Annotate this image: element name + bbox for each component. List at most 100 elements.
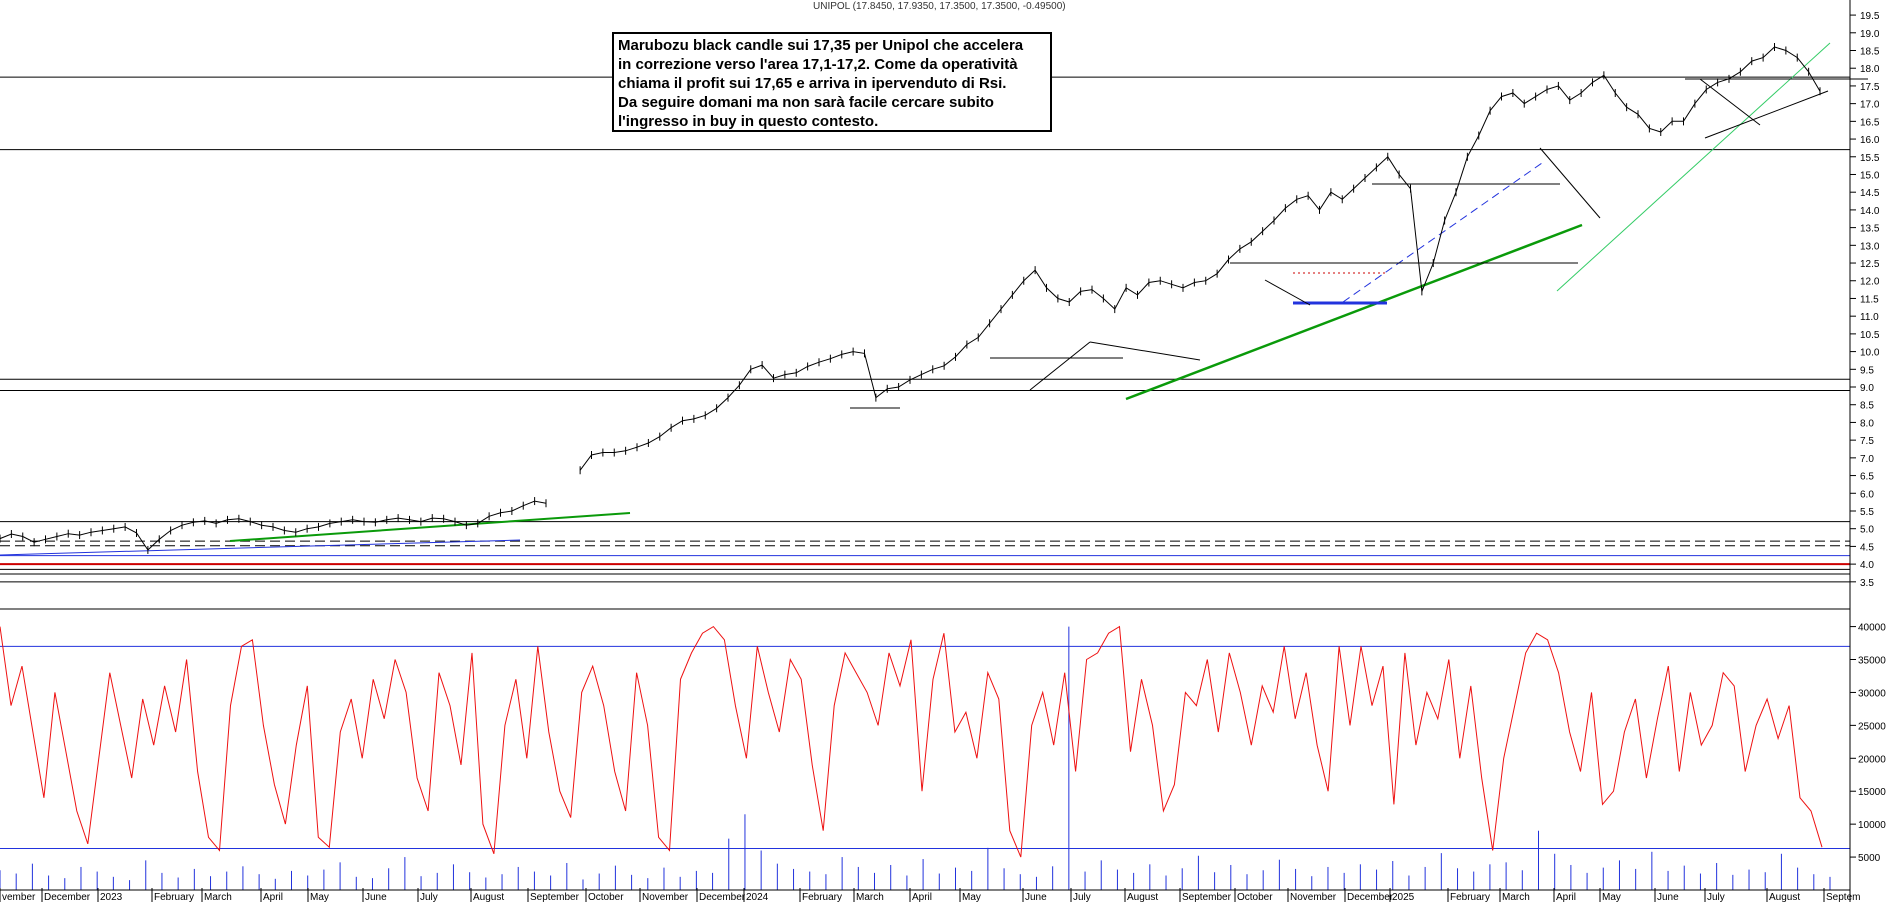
x-tick-label: August xyxy=(1769,892,1800,902)
oscillator-tick-label: 40000 xyxy=(1858,623,1886,634)
price-tick-label: 15.5 xyxy=(1860,153,1880,164)
x-tick-label: September xyxy=(1182,892,1232,902)
price-tick-label: 7.0 xyxy=(1860,454,1874,465)
note-line-1: Marubozu black candle sui 17,35 per Unip… xyxy=(618,37,1024,54)
note-line-3: chiama il profit sui 17,65 e arriva in i… xyxy=(618,75,1007,92)
x-tick-label: February xyxy=(154,892,194,902)
oscillator-tick-label: 35000 xyxy=(1858,656,1886,667)
price-tick-label: 4.5 xyxy=(1860,542,1874,553)
price-tick-label: 8.0 xyxy=(1860,418,1874,429)
blue-dashed-trendline xyxy=(1342,162,1543,303)
oscillator-line xyxy=(0,625,1823,858)
oscillator-tick-label: 25000 xyxy=(1858,721,1886,732)
price-tick-label: 18.0 xyxy=(1860,64,1880,75)
upper-trendline-2025 xyxy=(1704,90,1829,139)
price-tick-label: 6.0 xyxy=(1860,489,1874,500)
x-tick-label: February xyxy=(1450,892,1490,902)
price-tick-label: 10.0 xyxy=(1860,348,1880,359)
x-tick-label: December xyxy=(699,892,746,902)
x-tick-label: November xyxy=(1290,892,1337,902)
x-tick-label: September xyxy=(530,892,580,902)
price-tick-label: 18.5 xyxy=(1860,47,1880,58)
volume-bars xyxy=(0,626,1831,890)
price-tick-label: 13.5 xyxy=(1860,224,1880,235)
x-tick-label: May xyxy=(310,892,329,902)
oscillator-axis: 5000 10000 15000 20000 25000 30000 35000 40000 xyxy=(1850,623,1886,864)
x-tick-label: 2025 xyxy=(1392,892,1415,902)
blue-long-trendline xyxy=(0,539,521,556)
x-tick-label: April xyxy=(1556,892,1576,902)
price-tick-label: 14.0 xyxy=(1860,206,1880,217)
price-tick-label: 17.5 xyxy=(1860,82,1880,93)
price-tick-label: 12.0 xyxy=(1860,277,1880,288)
x-tick-label: July xyxy=(1707,892,1725,902)
oscillator-tick-label: 30000 xyxy=(1858,688,1886,699)
x-tick-label: June xyxy=(365,892,387,902)
price-level-lines xyxy=(0,76,1850,583)
price-tick-label: 13.0 xyxy=(1860,241,1880,252)
price-line xyxy=(0,46,1821,551)
price-tick-label: 11.0 xyxy=(1860,312,1879,323)
x-axis: vember December 2023 February March April May J… xyxy=(0,888,1860,902)
price-tick-label: 5.5 xyxy=(1860,507,1874,518)
triangle-line-2025-b xyxy=(1699,78,1761,126)
price-tick-label: 8.5 xyxy=(1860,401,1874,412)
x-tick-label: May xyxy=(1602,892,1621,902)
price-tick-label: 19.5 xyxy=(1860,11,1880,22)
triangle-line-2024 xyxy=(1089,341,1201,361)
x-tick-label: March xyxy=(856,892,884,902)
price-tick-label: 16.0 xyxy=(1860,135,1880,146)
oscillator-tick-label: 20000 xyxy=(1858,754,1886,765)
x-tick-label: June xyxy=(1025,892,1047,902)
x-tick-label: 2024 xyxy=(746,892,769,902)
chart-title: UNIPOL (17.8450, 17.9350, 17.3500, 17.35… xyxy=(813,1,1066,12)
note-line-5: l'ingresso in buy in questo contesto. xyxy=(618,113,879,130)
note-line-2: in correzione verso l'area 17,1-17,2. Co… xyxy=(618,56,1018,73)
support-trendline xyxy=(1125,223,1583,401)
x-tick-label: July xyxy=(1073,892,1091,902)
x-tick-label: Septem xyxy=(1826,892,1860,902)
price-tick-label: 9.5 xyxy=(1860,365,1874,376)
x-tick-label: July xyxy=(420,892,438,902)
price-tick-label: 3.5 xyxy=(1860,578,1874,589)
x-tick-label: April xyxy=(263,892,283,902)
price-axis: 3.5 4.0 4.5 5.0 5.5 6.0 6.5 7.0 7.5 8.0 8.5 9.0 9.5 1… xyxy=(1850,11,1880,589)
x-tick-label: August xyxy=(1127,892,1158,902)
x-tick-label: March xyxy=(1502,892,1530,902)
price-tick-label: 11.5 xyxy=(1860,294,1879,305)
triangle-line-2024-b xyxy=(1029,341,1091,391)
x-tick-label: May xyxy=(962,892,981,902)
x-tick-label: February xyxy=(802,892,842,902)
analysis-note: Marubozu black candle sui 17,35 per Unip… xyxy=(612,32,1052,132)
x-tick-label: vember xyxy=(2,892,36,902)
oscillator-series xyxy=(0,625,1823,858)
price-tick-label: 14.5 xyxy=(1860,188,1880,199)
x-tick-label: October xyxy=(588,892,624,902)
x-tick-label: June xyxy=(1657,892,1679,902)
x-tick-label: April xyxy=(912,892,932,902)
price-tick-label: 10.5 xyxy=(1860,330,1880,341)
price-tick-label: 4.0 xyxy=(1860,560,1874,571)
price-tick-label: 7.5 xyxy=(1860,436,1874,447)
note-line-4: Da seguire domani ma non sarà facile cer… xyxy=(618,94,994,111)
x-tick-label: November xyxy=(642,892,689,902)
x-tick-label: December xyxy=(44,892,91,902)
price-tick-label: 17.0 xyxy=(1860,100,1880,111)
price-tick-label: 16.5 xyxy=(1860,117,1880,128)
triangle-line-2024-c xyxy=(1264,279,1311,306)
oscillator-tick-label: 15000 xyxy=(1858,787,1886,798)
x-tick-label: October xyxy=(1237,892,1273,902)
light-green-trendline xyxy=(1556,42,1831,292)
oscillator-tick-label: 10000 xyxy=(1858,820,1886,831)
price-tick-label: 19.0 xyxy=(1860,29,1880,40)
trendlines xyxy=(0,42,1868,556)
green-trendline-2023 xyxy=(229,512,631,542)
oscillator-tick-label: 5000 xyxy=(1858,853,1881,864)
x-tick-label: March xyxy=(204,892,232,902)
price-tick-label: 5.0 xyxy=(1860,525,1874,536)
price-tick-label: 6.5 xyxy=(1860,472,1874,483)
price-tick-label: 15.0 xyxy=(1860,170,1880,181)
x-tick-label: August xyxy=(473,892,504,902)
x-tick-label: December xyxy=(1347,892,1394,902)
